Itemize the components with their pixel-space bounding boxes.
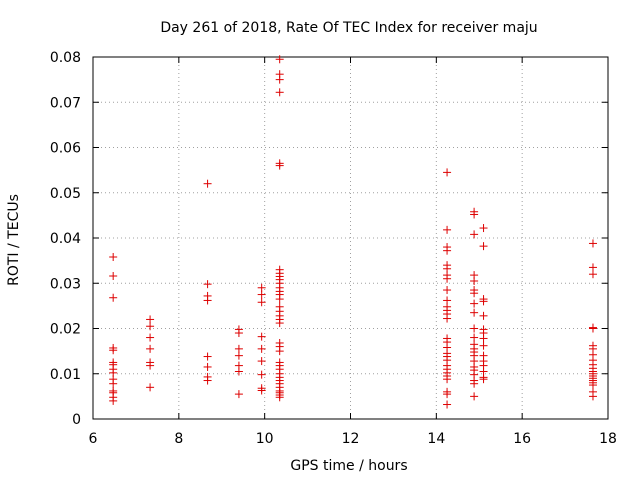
data-point [588,263,597,272]
data-point [109,293,118,302]
data-point [203,352,212,361]
data-point [146,361,155,370]
data-point [470,324,479,333]
data-point [443,390,452,399]
data-point [109,253,118,262]
data-point [275,75,284,84]
data-point [443,314,452,323]
data-point [479,224,488,233]
data-point [470,379,479,388]
data-point [234,344,243,353]
y-tick-label: 0.01 [50,367,81,383]
data-point [257,332,266,341]
data-point [470,392,479,401]
data-point [203,362,212,371]
data-point [275,295,284,304]
data-point [588,270,597,279]
x-tick-label: 12 [342,431,360,447]
data-point [257,283,266,292]
data-point [146,344,155,353]
data-point [275,161,284,170]
data-point [203,179,212,188]
data-point [470,276,479,285]
data-point [146,315,155,324]
data-point [109,379,118,388]
data-point [234,329,243,338]
data-point [470,333,479,342]
data-point [588,392,597,401]
y-axis-label: ROTI / TECUs [6,194,22,286]
data-point [470,289,479,298]
data-point [588,324,597,333]
data-point [470,230,479,239]
data-point [443,168,452,177]
data-point [479,375,488,384]
data-point [470,210,479,219]
data-point [479,334,488,343]
data-point [470,308,479,317]
gridlines [93,57,608,419]
data-point [234,367,243,376]
data-point [443,286,452,295]
chart-title: Day 261 of 2018, Rate Of TEC Index for r… [160,20,537,36]
data-point [275,55,284,64]
data-point [588,381,597,390]
data-point [479,341,488,350]
data-point [275,393,284,402]
data-point [443,274,452,283]
data-point [257,290,266,299]
x-tick-label: 6 [89,431,98,447]
data-point [257,298,266,307]
data-point [443,400,452,409]
data-point [234,390,243,399]
data-point [479,311,488,320]
x-tick-label: 14 [427,431,445,447]
data-point [470,299,479,308]
y-tick-label: 0.05 [50,186,81,202]
data-point [443,375,452,384]
y-tick-label: 0.03 [50,276,81,292]
x-tick-label: 10 [256,431,274,447]
data-points [109,55,597,409]
y-tick-label: 0.07 [50,95,81,111]
data-point [109,272,118,281]
data-point [257,386,266,395]
data-point [275,88,284,97]
data-point [234,351,243,360]
data-point [275,319,284,328]
axis-ticks: 6 8 10 12 14 16 18 0 0.01 0.02 0.03 0.04 0.05 0.06 0.0… [50,50,617,447]
x-tick-label: 16 [513,431,531,447]
y-tick-label: 0 [72,412,81,428]
y-tick-label: 0.02 [50,322,81,338]
data-point [109,396,118,405]
data-point [443,225,452,234]
y-tick-label: 0.08 [50,50,81,66]
data-point [479,242,488,251]
data-point [257,357,266,366]
data-point [588,239,597,248]
data-point [257,344,266,353]
x-axis-label: GPS time / hours [290,458,407,474]
data-point [443,246,452,255]
y-tick-label: 0.04 [50,231,81,247]
data-point [275,347,284,356]
data-point [203,280,212,289]
data-point [109,346,118,355]
data-point [146,322,155,331]
x-tick-label: 18 [599,431,617,447]
data-point [146,383,155,392]
data-point [203,296,212,305]
data-point [146,333,155,342]
data-point [257,370,266,379]
x-tick-label: 8 [174,431,183,447]
y-tick-label: 0.06 [50,141,81,157]
data-point [203,376,212,385]
data-point [479,297,488,306]
